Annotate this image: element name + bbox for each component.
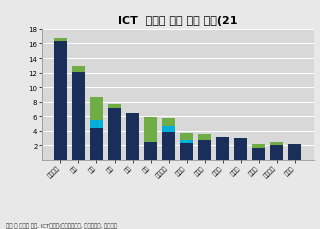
Bar — [90, 128, 103, 160]
Bar — [90, 120, 103, 128]
Bar — [180, 141, 193, 143]
Bar — [144, 142, 157, 160]
Bar — [126, 113, 139, 160]
Bar — [162, 132, 175, 160]
Bar — [162, 127, 175, 132]
Bar — [54, 38, 67, 42]
Bar — [234, 139, 247, 160]
Bar — [144, 117, 157, 142]
Bar — [216, 138, 229, 160]
Bar — [90, 98, 103, 120]
Bar — [180, 143, 193, 160]
Bar — [198, 140, 211, 160]
Bar — [270, 145, 283, 160]
Bar — [162, 118, 175, 127]
Bar — [108, 104, 121, 108]
Bar — [252, 144, 265, 148]
Text: 수출 중 점유율 기준, ICT서비스(컴퓨터서비스, 정보서비스, 통신서비: 수출 중 점유율 기준, ICT서비스(컴퓨터서비스, 정보서비스, 통신서비 — [6, 222, 117, 228]
Bar — [288, 144, 301, 160]
Bar — [108, 108, 121, 160]
Bar — [270, 142, 283, 145]
Bar — [252, 148, 265, 160]
Bar — [54, 42, 67, 160]
Bar — [72, 73, 85, 160]
Bar — [72, 67, 85, 73]
Title: ICT  서비스 수출 상위 국가(21: ICT 서비스 수출 상위 국가(21 — [118, 16, 237, 26]
Bar — [198, 134, 211, 140]
Bar — [180, 134, 193, 141]
